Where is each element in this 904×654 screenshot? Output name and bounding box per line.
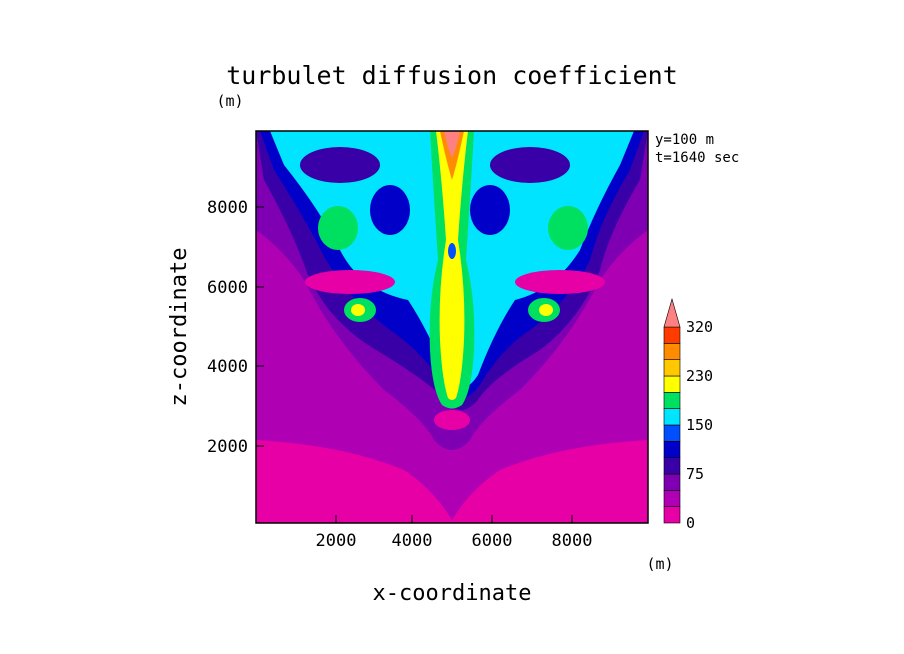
x-tick-label: 8000 — [552, 531, 593, 551]
colorbar-swatch — [663, 326, 681, 344]
y-tick-label: 4000 — [207, 357, 248, 377]
field-blob-right-upper — [490, 147, 570, 183]
x-tick-label: 6000 — [472, 531, 513, 551]
y-tick-label: 6000 — [207, 278, 248, 298]
y-axis: 2000 4000 6000 8000 z-coordinate — [167, 198, 264, 457]
colorbar-swatch — [663, 343, 681, 360]
field-column-yellow — [436, 131, 468, 400]
colorbar-tick-label: 0 — [686, 514, 695, 532]
y-axis-label: z-coordinate — [167, 248, 192, 407]
x-axis: 2000 4000 6000 8000 x-coordinate — [316, 515, 593, 606]
field-blob-left-mid — [370, 185, 410, 235]
field-patch-green-right — [548, 206, 588, 250]
x-axis-unit: (m) — [646, 555, 673, 573]
colorbar-extend-arrow — [663, 297, 681, 328]
field-blob-right-mid — [470, 185, 510, 235]
chart-title: turbulet diffusion coefficient — [226, 61, 678, 90]
colorbar-swatch — [663, 359, 681, 377]
x-tick-label: 2000 — [316, 531, 357, 551]
field-column-blue-spot — [448, 243, 456, 259]
colorbar-swatch — [663, 457, 681, 475]
x-axis-label: x-coordinate — [373, 581, 532, 606]
colorbar-swatch — [663, 490, 681, 507]
field-patch-yellow-left-low — [351, 304, 365, 316]
colorbar-swatch — [663, 408, 681, 426]
colorbar-tick-label: 230 — [686, 367, 713, 385]
colorbar-tick-label: 150 — [686, 416, 713, 434]
colorbar-swatch — [663, 424, 681, 442]
field-column-peak — [444, 131, 460, 158]
colorbar-tick-label: 320 — [686, 318, 713, 336]
annotation-t: t=1640 sec — [655, 150, 739, 166]
y-axis-unit: (m) — [216, 92, 243, 110]
colorbar-swatch — [663, 375, 681, 393]
colorbar-tick-label: 75 — [686, 465, 704, 483]
field-bump — [434, 410, 470, 430]
field-patch-green-left — [318, 206, 358, 250]
colorbar: 0 75 150 230 320 — [663, 297, 713, 532]
colorbar-swatch — [663, 506, 681, 524]
annotation-y: y=100 m — [655, 132, 714, 148]
y-tick-label: 8000 — [207, 198, 248, 218]
contour-field — [256, 131, 648, 523]
colorbar-swatch — [663, 441, 681, 458]
field-patch-yellow-right-low — [539, 304, 553, 316]
y-tick-label: 2000 — [207, 437, 248, 457]
plot-frame — [255, 130, 649, 524]
colorbar-swatch — [663, 473, 681, 491]
field-intrusion-left — [305, 270, 395, 294]
x-tick-label: 4000 — [392, 531, 433, 551]
colorbar-swatch — [663, 392, 681, 409]
field-blob-left-upper — [300, 147, 380, 183]
field-intrusion-right — [515, 270, 605, 294]
